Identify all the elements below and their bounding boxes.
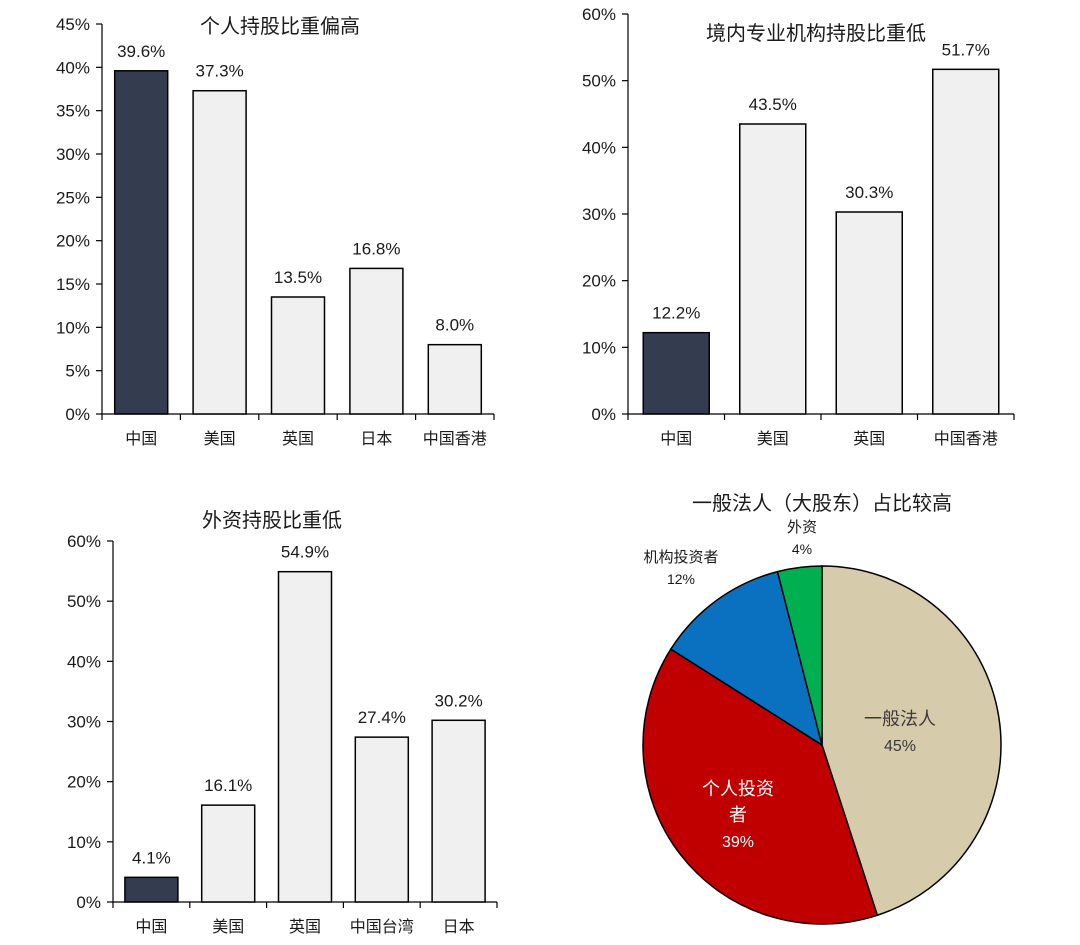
y-tick-label: 10% — [56, 318, 90, 337]
y-tick-label: 60% — [582, 5, 616, 24]
y-tick-label: 0% — [65, 405, 90, 424]
y-tick-label: 35% — [56, 102, 90, 121]
data-label: 27.4% — [358, 708, 406, 727]
bar — [113, 70, 169, 415]
bar — [192, 89, 247, 415]
y-tick-label: 40% — [582, 138, 616, 157]
data-label: 4.1% — [132, 848, 171, 867]
slice-value: 45% — [884, 738, 916, 755]
pie-slice — [669, 570, 824, 747]
slice-value: 4% — [792, 541, 812, 557]
data-label: 37.3% — [195, 62, 243, 81]
y-tick-label: 5% — [65, 362, 90, 381]
x-tick-label: 美国 — [204, 429, 236, 448]
data-label: 54.9% — [281, 543, 329, 562]
bar — [739, 123, 807, 415]
data-label: 43.5% — [749, 95, 797, 114]
pie-slice — [776, 565, 823, 746]
bar — [270, 296, 326, 415]
y-tick-label: 10% — [582, 338, 616, 357]
chart-title: 外资持股比重低 — [202, 508, 342, 532]
y-tick-label: 45% — [56, 15, 90, 34]
y-tick-label: 20% — [56, 232, 90, 251]
data-label: 51.7% — [942, 40, 990, 59]
y-tick-label: 0% — [591, 405, 616, 424]
slice-value: 39% — [722, 834, 754, 851]
x-tick-label: 中国 — [125, 429, 157, 448]
y-tick-label: 25% — [56, 188, 90, 207]
bar — [124, 876, 179, 903]
data-label: 39.6% — [117, 42, 165, 61]
x-tick-label: 中国 — [135, 917, 167, 936]
data-label: 12.2% — [652, 304, 700, 323]
data-label: 13.5% — [274, 268, 322, 287]
data-label: 30.3% — [845, 183, 893, 202]
chart-title: 个人持股比重偏高 — [200, 14, 360, 38]
bar — [277, 570, 333, 903]
bar — [427, 343, 483, 415]
y-tick-label: 50% — [582, 72, 616, 91]
y-tick-label: 40% — [67, 652, 101, 671]
data-label: 8.0% — [435, 316, 474, 335]
bar — [200, 804, 256, 903]
data-label: 16.1% — [204, 776, 252, 795]
y-tick-label: 50% — [67, 592, 101, 611]
y-tick-label: 40% — [56, 58, 90, 77]
x-tick-label: 英国 — [289, 917, 321, 936]
x-tick-label: 日本 — [360, 429, 392, 448]
bar-chart-2: 境内专业机构持股比重低 0% 10% 20% 30% 40% 50% 60% 12.2% 中国 43… — [582, 5, 1015, 448]
data-label: 16.8% — [352, 239, 400, 258]
bar — [835, 211, 903, 415]
x-tick-label: 美国 — [212, 917, 244, 936]
y-tick-label: 30% — [582, 205, 616, 224]
bar — [932, 68, 1000, 415]
x-tick-label: 中国 — [660, 429, 692, 448]
x-tick-label: 中国香港 — [934, 429, 998, 448]
slice-value: 12% — [667, 571, 695, 587]
bar-chart-1: 个人持股比重偏高 0% 5% 10% 15% 20% 25% 30% 35% 40% 45% 39.6… — [56, 14, 495, 448]
y-tick-label: 30% — [56, 145, 90, 164]
y-tick-label: 20% — [582, 272, 616, 291]
pie-slice — [642, 648, 879, 925]
x-tick-label: 英国 — [282, 429, 314, 448]
bar — [349, 267, 404, 415]
x-tick-label: 英国 — [853, 429, 885, 448]
y-tick-label: 60% — [67, 532, 101, 551]
bar — [354, 736, 410, 903]
x-tick-label: 日本 — [443, 917, 475, 936]
x-tick-label: 中国台湾 — [350, 917, 414, 936]
slice-label: 机构投资者 — [643, 548, 718, 566]
pie-slice — [821, 565, 1002, 917]
x-tick-label: 美国 — [757, 429, 789, 448]
bar — [431, 719, 486, 903]
chart-title: 境内专业机构持股比重低 — [706, 21, 926, 45]
slice-label: 个人投资 — [702, 779, 774, 800]
bar — [642, 331, 710, 415]
bar-chart-3: 外资持股比重低 0% 10% 20% 30% 40% 50% 60% 4.1% 中国 16.1% 美国… — [67, 508, 498, 936]
y-tick-label: 20% — [67, 773, 101, 792]
y-tick-label: 10% — [67, 833, 101, 852]
slice-label: 一般法人 — [864, 709, 936, 730]
x-tick-label: 中国香港 — [423, 429, 487, 448]
slice-label: 者 — [729, 805, 747, 826]
y-tick-label: 0% — [76, 893, 101, 912]
y-tick-label: 30% — [67, 713, 101, 732]
y-tick-label: 15% — [56, 275, 90, 294]
chart-title: 一般法人（大股东）占比较高 — [692, 491, 952, 515]
slice-label: 外资 — [787, 518, 817, 536]
data-label: 30.2% — [434, 691, 482, 710]
